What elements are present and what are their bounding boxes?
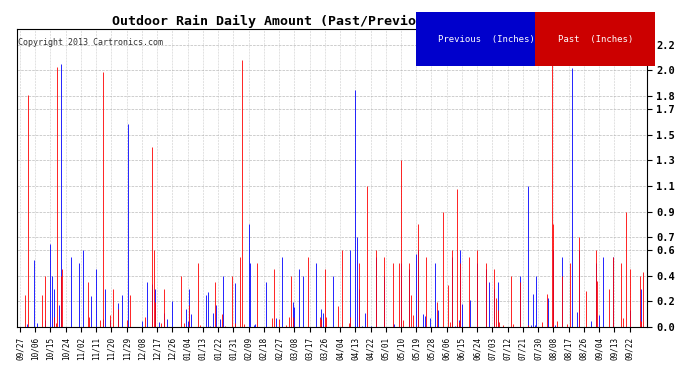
Text: Copyright 2013 Cartronics.com: Copyright 2013 Cartronics.com xyxy=(18,38,163,47)
Title: Outdoor Rain Daily Amount (Past/Previous Year) 20130927: Outdoor Rain Daily Amount (Past/Previous… xyxy=(112,15,551,28)
Text: Past  (Inches): Past (Inches) xyxy=(558,35,633,44)
Text: Previous  (Inches): Previous (Inches) xyxy=(438,35,535,44)
